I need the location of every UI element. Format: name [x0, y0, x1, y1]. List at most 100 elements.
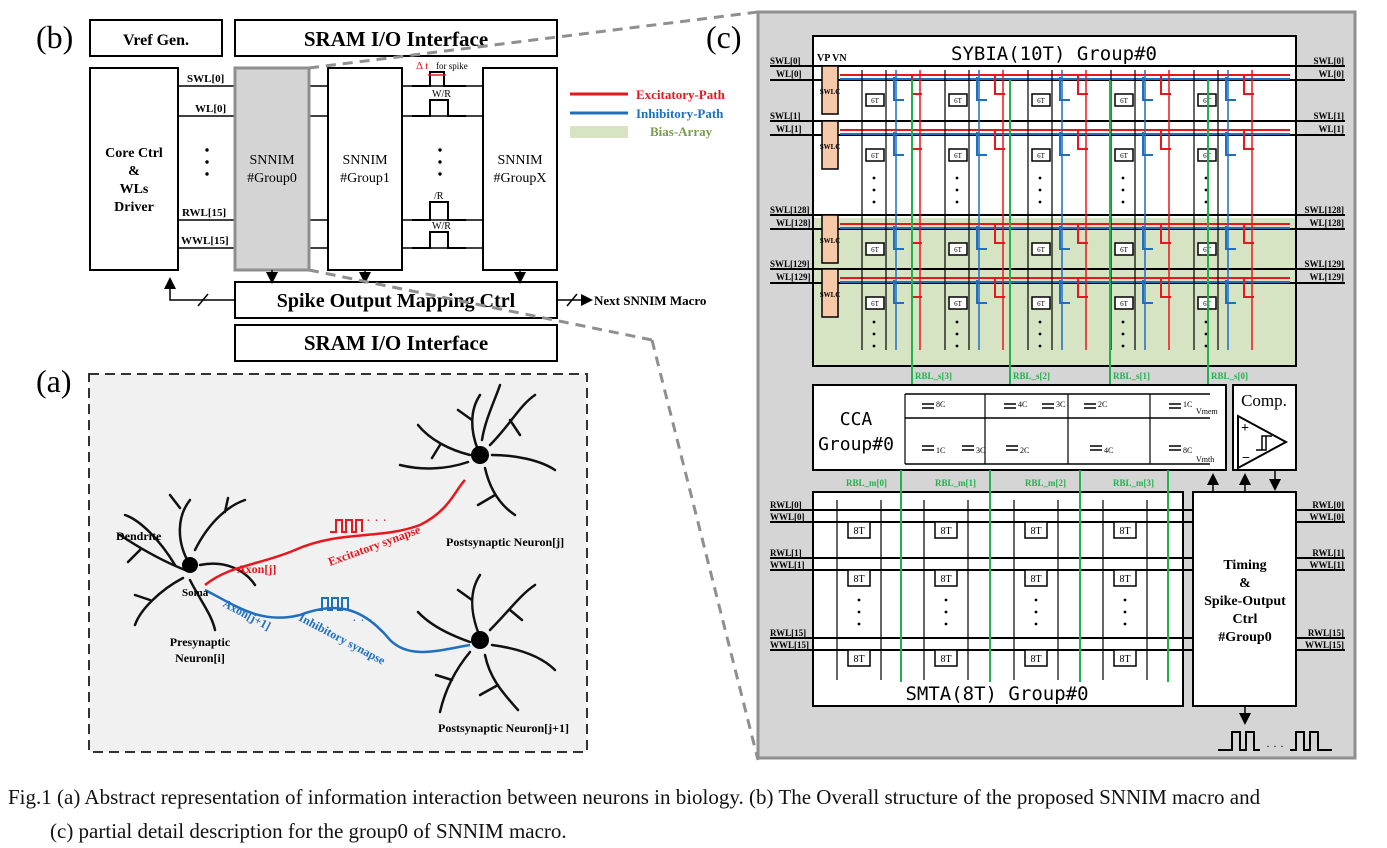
next-macro-slash	[566, 293, 578, 307]
exc-transistor	[1077, 278, 1088, 298]
panel-b-label: (b)	[36, 19, 73, 55]
rbl-s-label: RBL_s[0]	[1211, 371, 1248, 381]
ellipsis-dot	[1121, 188, 1125, 192]
cell-8t-label: 8T	[940, 574, 951, 585]
wl-wl0: WL[0]	[195, 103, 226, 115]
hysteresis-icon	[1256, 435, 1272, 451]
cell-6t-label: 6T	[871, 300, 880, 308]
inh-transistor	[893, 226, 904, 250]
ellipsis-dot	[1038, 332, 1042, 336]
inh-transistor	[1142, 280, 1153, 304]
cell-6t	[948, 148, 968, 162]
output-spike-dots: · · ·	[1266, 739, 1284, 753]
rbl-m-label: RBL_m[0]	[846, 478, 887, 488]
exc-transistor	[1160, 278, 1171, 298]
vmth-label: Vmth	[1196, 455, 1214, 464]
panel-b: (b) Vref Gen. SRAM I/O Interface Core Ct…	[36, 19, 706, 362]
ellipsis-dot	[1038, 200, 1042, 204]
rbl-m-label: RBL_m[1]	[935, 478, 976, 488]
cap-label-top: 2C	[1098, 400, 1107, 409]
exc-transistor	[1243, 130, 1254, 150]
cap-label-bottom: 4C	[1104, 446, 1113, 455]
cell-6t-label: 6T	[1037, 300, 1046, 308]
cell-6t	[1114, 93, 1134, 107]
inh-transistor	[1225, 132, 1236, 156]
ellipsis-dot	[1038, 188, 1042, 192]
sram-bottom-box	[234, 324, 558, 362]
cell-6t	[865, 242, 885, 256]
group0-box	[233, 66, 311, 272]
ellipsis-dot	[1121, 176, 1125, 180]
cell-8t-label: 8T	[1119, 526, 1130, 537]
inh-transistor	[1225, 280, 1236, 304]
cell-6t	[1114, 148, 1134, 162]
cell-8t-label: 8T	[853, 526, 864, 537]
inh-transistor	[1059, 132, 1070, 156]
axon-j-label: Axon[j]	[237, 562, 276, 576]
post-j-soma	[471, 446, 489, 464]
rbl-s-label: RBL_s[3]	[915, 371, 952, 381]
exc-dots: · · ·	[366, 514, 387, 529]
panel-a: (a)	[36, 363, 588, 753]
group1-line1: SNNIM	[342, 153, 388, 168]
exc-transistor	[1243, 75, 1254, 95]
sybia-wl-label-right: WL[0]	[1319, 69, 1345, 79]
sybia-swl-label-left: SWL[0]	[770, 56, 801, 66]
axon-j1	[204, 588, 471, 654]
smta-title: SMTA(8T) Group#0	[905, 683, 1088, 705]
ellipsis-dot	[1034, 610, 1038, 614]
ellipsis-dot	[1121, 332, 1125, 336]
exc-transistor	[994, 224, 1005, 244]
smta-rwl-label-right: RWL[0]	[1312, 500, 1344, 510]
cap-label-top: 8C	[936, 400, 945, 409]
cell-8t	[1113, 569, 1137, 587]
sybia-wl-label-right: WL[1]	[1319, 124, 1345, 134]
cell-6t-label: 6T	[1120, 152, 1129, 160]
timing-line1: Timing	[1223, 558, 1266, 573]
timing-line5: #Group0	[1218, 630, 1271, 645]
neuron-dendrites	[118, 383, 557, 714]
inh-transistor	[1142, 77, 1153, 101]
cell-8t	[934, 521, 958, 539]
output-spike-train	[1218, 731, 1332, 751]
inh-transistor	[1225, 77, 1236, 101]
smta-rwl-label-left: RWL[1]	[770, 548, 802, 558]
swlc-block	[821, 120, 839, 170]
dendrite-label: Dendrite	[116, 529, 162, 543]
cell-6t	[1031, 93, 1051, 107]
sybia-swl-label-right: SWL[129]	[1304, 259, 1344, 269]
rbl-m-label: RBL_m[3]	[1113, 478, 1154, 488]
vp-vn-label: VP VN	[817, 53, 847, 64]
ellipsis-dot	[955, 200, 959, 204]
smta-rwl-label-left: RWL[0]	[770, 500, 802, 510]
cell-8t	[1024, 521, 1048, 539]
panel-a-frame	[88, 373, 588, 753]
cell-8t-label: 8T	[940, 654, 951, 665]
caption-line-2: (c) partial detail description for the g…	[50, 819, 567, 843]
ellipsis-dot	[857, 598, 861, 602]
inh-transistor	[893, 77, 904, 101]
cca-box	[812, 384, 1227, 471]
post-j1-soma	[471, 631, 489, 649]
ellipsis-dot	[872, 200, 876, 204]
ellipsis-dot	[1121, 320, 1125, 324]
cell-6t-label: 6T	[954, 246, 963, 254]
smta-wwl-label-right: WWL[1]	[1310, 560, 1345, 570]
ellipsis-dot	[955, 320, 959, 324]
cell-6t-label: 6T	[1037, 246, 1046, 254]
cell-6t	[1114, 242, 1134, 256]
cell-6t	[1114, 296, 1134, 310]
core-ctrl-line3: WLs	[120, 182, 149, 197]
swlc-label: SWLC	[820, 237, 841, 245]
timing-line4: Ctrl	[1233, 612, 1258, 627]
rbl-s-label: RBL_s[2]	[1013, 371, 1050, 381]
smta-wwl-label-right: WWL[0]	[1310, 512, 1345, 522]
cell-6t-label: 6T	[1037, 152, 1046, 160]
ellipsis-dot	[955, 188, 959, 192]
panel-c-label: (c)	[706, 19, 742, 55]
ellipsis-dot	[955, 344, 959, 348]
inh-transistor	[1059, 280, 1070, 304]
ellipsis-dot	[1121, 344, 1125, 348]
exc-transistor	[1160, 75, 1171, 95]
soma-label: Soma	[182, 587, 209, 599]
